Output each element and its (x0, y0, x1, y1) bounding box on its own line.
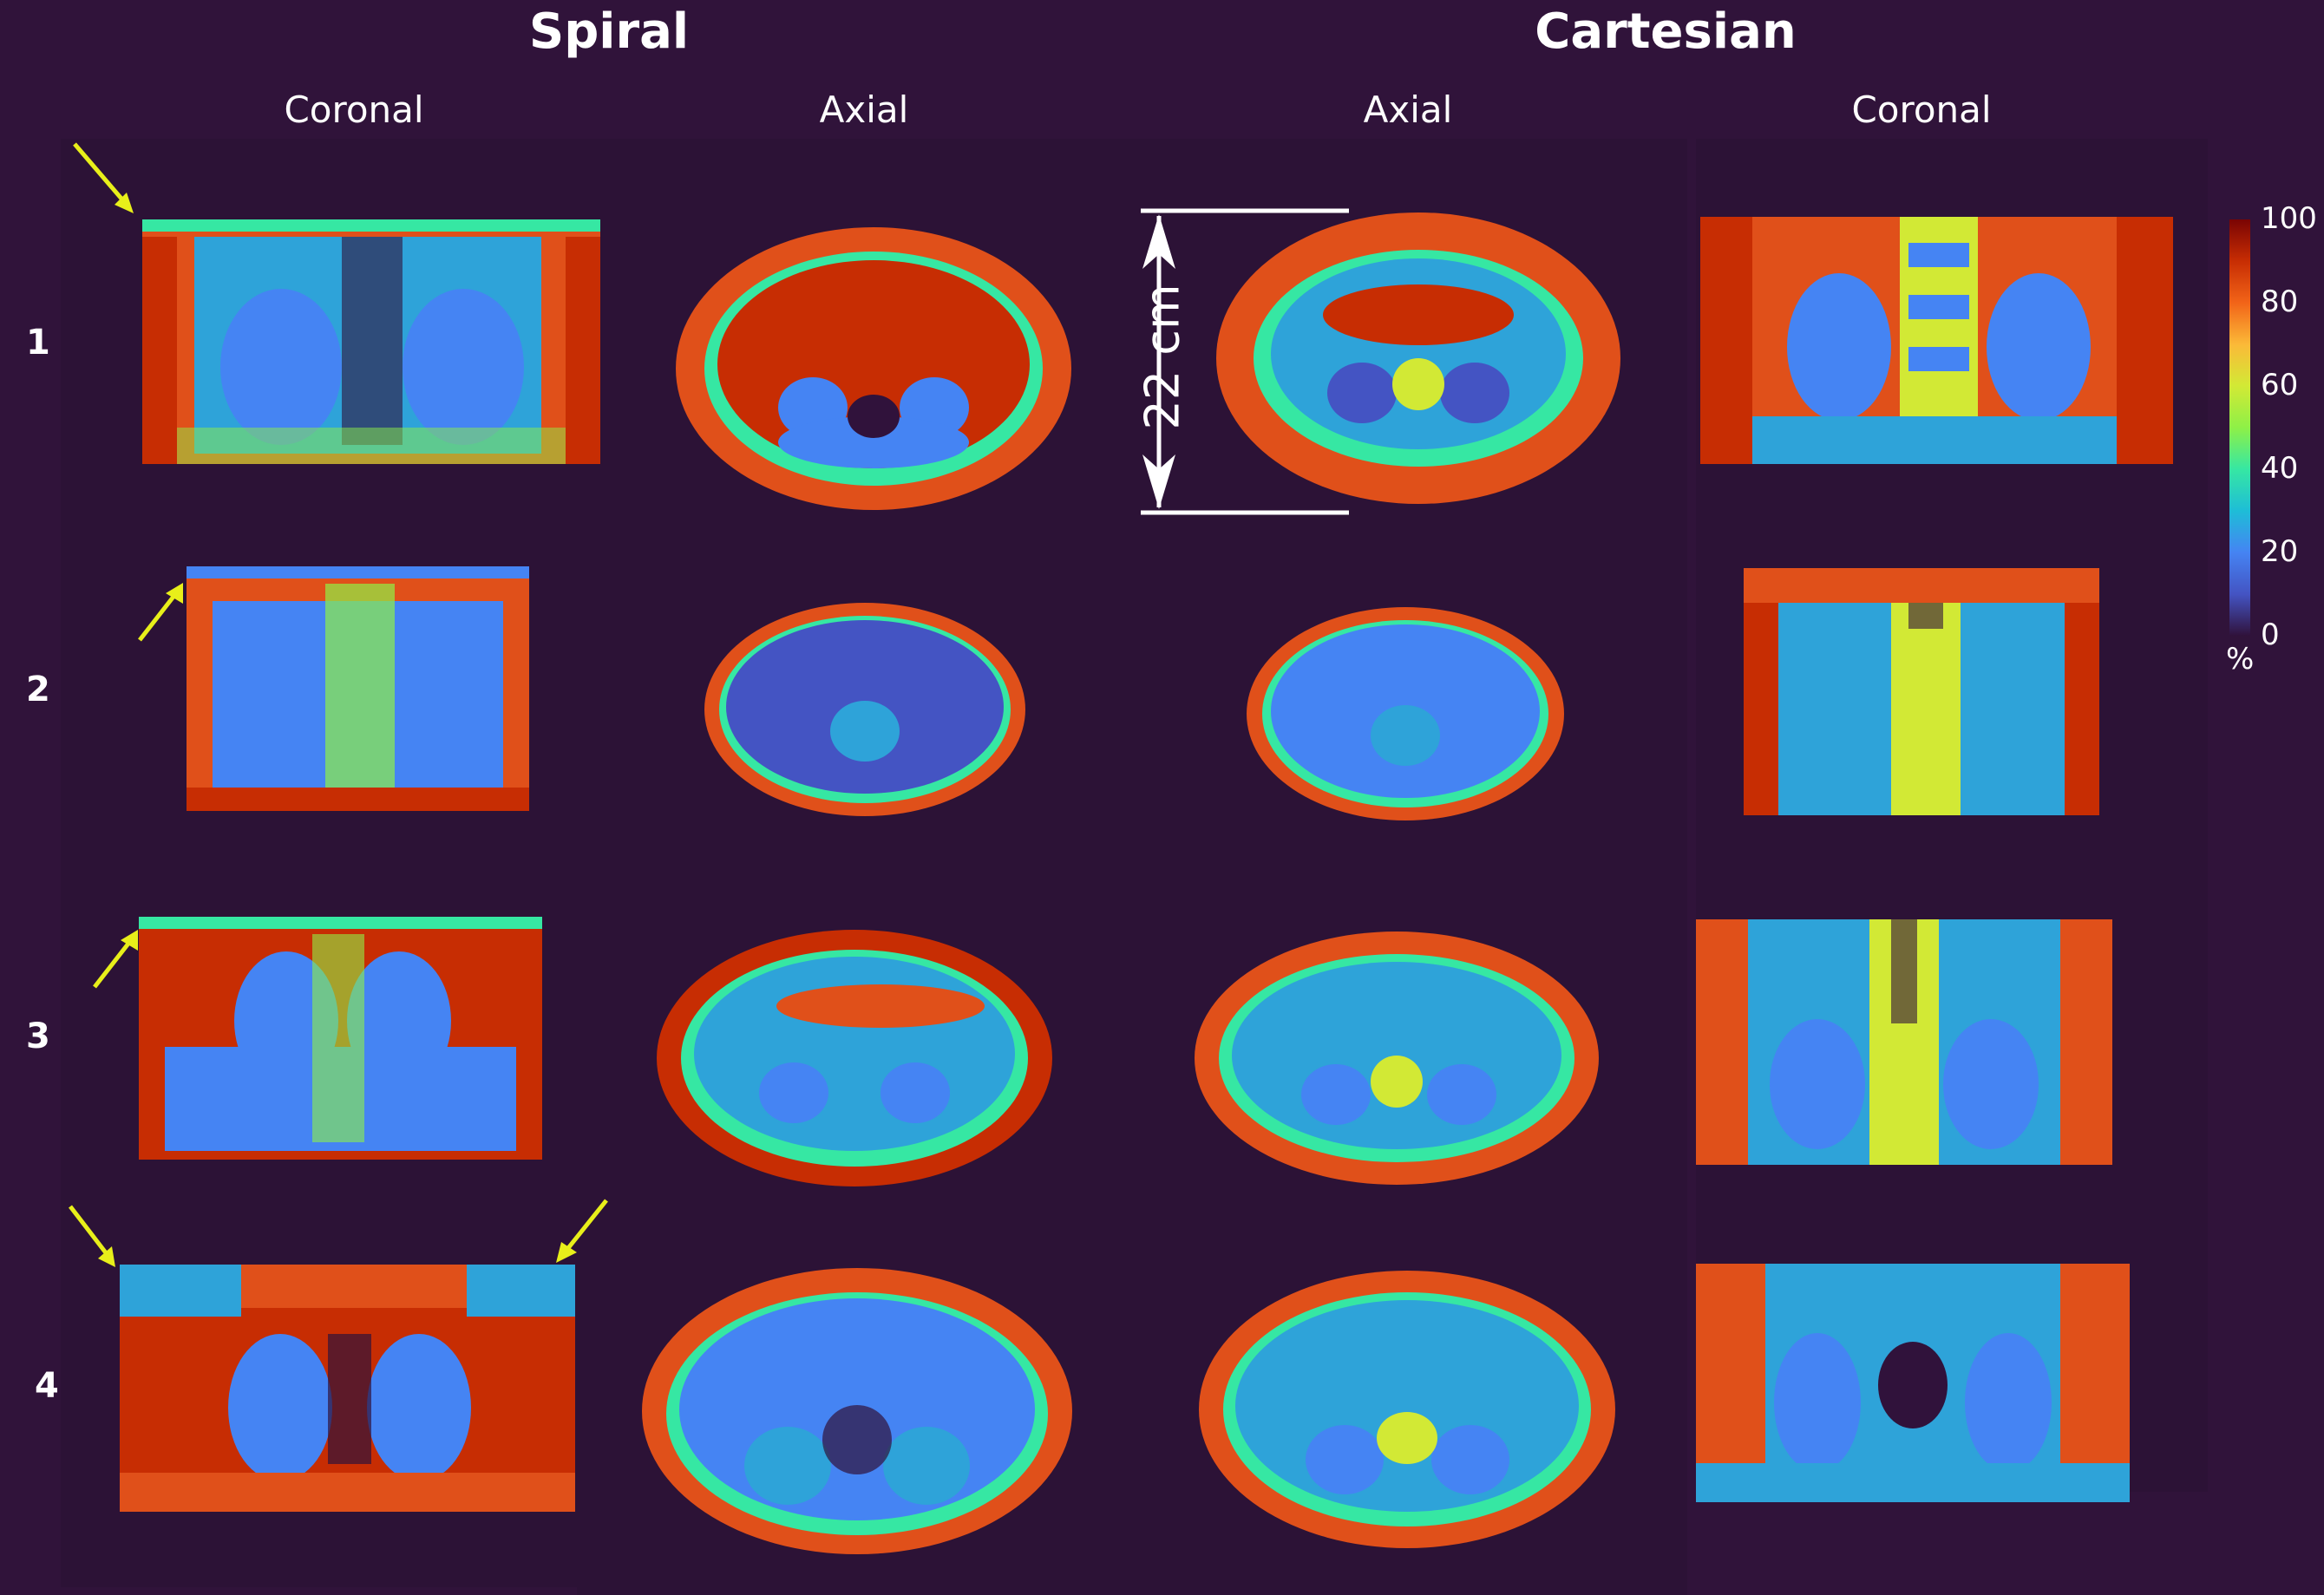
row-label-2: 2 (26, 670, 50, 709)
spiral-axial-scan-1 (674, 226, 1073, 512)
spiral-title: Spiral (528, 3, 690, 60)
spiral-axial-scan-4 (640, 1266, 1074, 1557)
colorbar (2229, 219, 2250, 636)
cartesian-coronal-scan-3 (1696, 919, 2112, 1165)
arrow-row3-spiral-coronal (89, 926, 141, 991)
cartesian-coronal-scan-1 (1700, 217, 2173, 464)
scale-label: 22 cm (1135, 284, 1190, 430)
arrow-row4-spiral-coronal-left (65, 1201, 121, 1271)
cartesian-axial-scan-4 (1197, 1269, 1618, 1551)
colorbar-tick-20: 20 (2261, 534, 2299, 569)
cartesian-axial-scan-2 (1245, 605, 1566, 822)
cartesian-coronal-scan-2 (1744, 568, 2099, 815)
column-label-cartesian-axial: Axial (1363, 88, 1453, 131)
colorbar-tick-100: 100 (2261, 201, 2317, 236)
column-label-spiral-coronal: Coronal (284, 88, 424, 131)
colorbar-unit: % (2226, 642, 2255, 677)
spiral-coronal-scan-3 (139, 917, 542, 1160)
cartesian-title: Cartesian (1535, 3, 1797, 60)
cartesian-coronal-scan-4 (1696, 1264, 2130, 1502)
spiral-coronal-scan-4 (120, 1265, 575, 1512)
spiral-coronal-scan-1 (142, 219, 600, 464)
arrow-row4-spiral-coronal-right (551, 1195, 612, 1266)
arrow-row2-spiral-coronal (134, 579, 187, 644)
colorbar-tick-60: 60 (2261, 368, 2299, 402)
arrow-row1-spiral-coronal (69, 139, 139, 217)
scale-bar (1089, 204, 1401, 518)
spiral-axial-scan-3 (655, 928, 1054, 1188)
spiral-coronal-scan-2 (187, 566, 529, 811)
column-label-cartesian-coronal: Coronal (1851, 88, 1992, 131)
row-label-1: 1 (26, 323, 50, 363)
colorbar-tick-0: 0 (2261, 618, 2280, 652)
colorbar-tick-80: 80 (2261, 284, 2299, 319)
row-label-3: 3 (26, 1016, 50, 1056)
cartesian-axial-scan-3 (1193, 930, 1601, 1187)
cartesian-axial-scan-1 (1214, 211, 1622, 506)
colorbar-tick-40: 40 (2261, 451, 2299, 486)
spiral-axial-scan-2 (703, 601, 1028, 818)
row-label-4: 4 (35, 1366, 59, 1406)
column-label-spiral-axial: Axial (819, 88, 909, 131)
